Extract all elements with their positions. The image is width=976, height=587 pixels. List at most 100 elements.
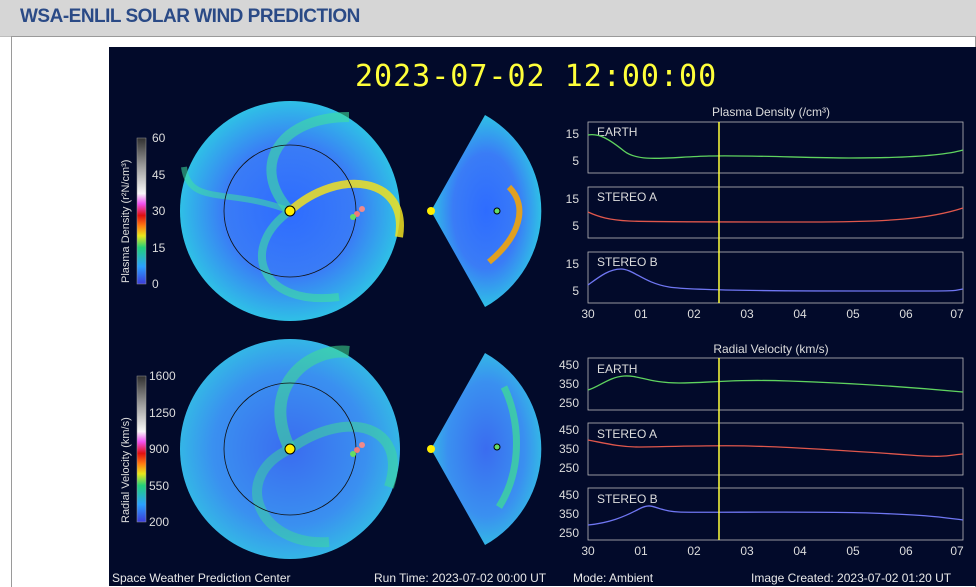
xtick: 07 bbox=[950, 544, 964, 558]
velocity-ytick: 250 bbox=[559, 396, 579, 410]
density-stereo-b-axes bbox=[587, 251, 964, 304]
prediction-timestamp: 2023-07-02 12:00:00 bbox=[355, 59, 718, 94]
enlil-prediction-image: Plasma Density (r²N/cm³) 60 45 30 15 0 R… bbox=[109, 47, 976, 586]
velocity-ytick: 250 bbox=[559, 461, 579, 475]
density-spiral-arm bbox=[266, 112, 350, 215]
density-row-label: STEREO A bbox=[597, 190, 657, 204]
velocity-spiral-arm bbox=[287, 421, 398, 489]
density-colorbar-tick: 45 bbox=[152, 168, 166, 182]
xtick: 03 bbox=[740, 544, 754, 558]
density-colorbar-tick: 30 bbox=[152, 204, 166, 218]
velocity-colorbar-tick: 1600 bbox=[149, 369, 176, 383]
density-ytick: 15 bbox=[566, 127, 580, 141]
page-title: WSA-ENLIL SOLAR WIND PREDICTION bbox=[20, 6, 360, 27]
velocity-ytick: 450 bbox=[559, 423, 579, 437]
sun-marker bbox=[284, 443, 296, 455]
xtick: 06 bbox=[899, 544, 913, 558]
sun-marker bbox=[284, 205, 296, 217]
earth-marker bbox=[493, 443, 501, 451]
sun-marker bbox=[427, 445, 435, 453]
velocity-ytick: 450 bbox=[559, 488, 579, 502]
velocity-earth-line bbox=[587, 375, 964, 393]
velocity-xticks: 30 01 02 03 04 05 06 07 bbox=[581, 544, 964, 558]
velocity-row-label: EARTH bbox=[597, 362, 637, 376]
velocity-colorbar-tick: 200 bbox=[149, 515, 169, 529]
earth-marker bbox=[493, 207, 501, 215]
footer-image-created: Image Created: 2023-07-02 01:20 UT bbox=[751, 571, 952, 585]
velocity-wedge-feature bbox=[496, 385, 520, 509]
xtick: 07 bbox=[950, 307, 964, 321]
velocity-plots-title: Radial Velocity (km/s) bbox=[713, 342, 828, 356]
density-colorbar-tick: 60 bbox=[152, 131, 166, 145]
xtick: 02 bbox=[687, 307, 701, 321]
velocity-row-label: STEREO B bbox=[597, 492, 658, 506]
xtick: 30 bbox=[581, 307, 595, 321]
density-spiral-arm bbox=[181, 166, 292, 214]
earth-marker bbox=[350, 214, 356, 220]
xtick: 04 bbox=[793, 544, 807, 558]
velocity-spiral-arm bbox=[274, 345, 350, 452]
density-ytick: 5 bbox=[572, 219, 579, 233]
footer-run-time: Run Time: 2023-07-02 00:00 UT bbox=[374, 571, 547, 585]
xtick: 04 bbox=[793, 307, 807, 321]
density-earth-line bbox=[587, 133, 964, 160]
earth-marker bbox=[350, 451, 356, 457]
velocity-colorbar bbox=[136, 375, 147, 523]
velocity-ytick: 350 bbox=[559, 377, 579, 391]
xtick: 06 bbox=[899, 307, 913, 321]
density-row-label: STEREO B bbox=[597, 255, 658, 269]
velocity-series-group: EARTH STEREO A STEREO B 450 350 250 450 … bbox=[559, 357, 964, 541]
density-plots-title: Plasma Density (/cm³) bbox=[712, 105, 830, 119]
velocity-ytick: 250 bbox=[559, 526, 579, 540]
velocity-earth-axes bbox=[587, 357, 964, 411]
density-spiral-arm bbox=[287, 179, 404, 238]
velocity-stereo-b-axes bbox=[587, 487, 964, 541]
velocity-colorbar-tick: 550 bbox=[149, 479, 169, 493]
velocity-stereo-a-line bbox=[587, 439, 964, 457]
density-ytick: 5 bbox=[572, 154, 579, 168]
velocity-colorbar-label: Radial Velocity (km/s) bbox=[120, 417, 132, 523]
stereo-b-marker bbox=[354, 447, 360, 453]
density-ytick: 15 bbox=[566, 192, 580, 206]
density-stereo-b-line bbox=[587, 268, 964, 292]
density-meridional-wedge bbox=[431, 115, 542, 307]
xtick: 02 bbox=[687, 544, 701, 558]
density-colorbar-tick: 15 bbox=[152, 241, 166, 255]
density-ytick: 15 bbox=[566, 257, 580, 271]
density-colorbar-label: Plasma Density (r²N/cm³) bbox=[120, 160, 132, 283]
footer-center-name: Space Weather Prediction Center bbox=[112, 571, 291, 585]
density-row-label: EARTH bbox=[597, 125, 637, 139]
density-series-group: EARTH STEREO A STEREO B 15 5 15 5 15 5 bbox=[566, 121, 964, 304]
density-spiral-arm bbox=[258, 207, 340, 303]
density-earth-axes bbox=[587, 121, 964, 174]
enlil-graphics: Plasma Density (r²N/cm³) 60 45 30 15 0 R… bbox=[120, 101, 964, 559]
xtick: 05 bbox=[846, 307, 860, 321]
velocity-ytick: 350 bbox=[559, 507, 579, 521]
density-stereo-a-line bbox=[587, 207, 964, 223]
velocity-row-label: STEREO A bbox=[597, 427, 657, 441]
velocity-ytick: 450 bbox=[559, 358, 579, 372]
density-colorbar-tick: 0 bbox=[152, 277, 159, 291]
xtick: 05 bbox=[846, 544, 860, 558]
earth-orbit-circle bbox=[223, 144, 357, 278]
velocity-spiral-arm bbox=[252, 444, 330, 548]
sun-marker bbox=[427, 207, 435, 215]
density-wedge-feature bbox=[487, 184, 523, 265]
title-bar: WSA-ENLIL SOLAR WIND PREDICTION bbox=[0, 0, 976, 37]
velocity-stereo-b-line bbox=[587, 505, 964, 526]
velocity-colorbar-tick: 900 bbox=[149, 442, 169, 456]
density-xticks: 30 01 02 03 04 05 06 07 bbox=[581, 307, 964, 321]
footer-mode: Mode: Ambient bbox=[573, 571, 654, 585]
stereo-a-marker bbox=[359, 206, 365, 212]
xtick: 01 bbox=[634, 544, 648, 558]
stereo-a-marker bbox=[359, 442, 365, 448]
xtick: 01 bbox=[634, 307, 648, 321]
density-ytick: 5 bbox=[572, 284, 579, 298]
velocity-ytick: 350 bbox=[559, 442, 579, 456]
density-colorbar bbox=[136, 137, 147, 285]
velocity-meridional-wedge bbox=[431, 353, 542, 545]
xtick: 30 bbox=[581, 544, 595, 558]
xtick: 03 bbox=[740, 307, 754, 321]
velocity-colorbar-tick: 1250 bbox=[149, 406, 176, 420]
velocity-stereo-a-axes bbox=[587, 422, 964, 476]
